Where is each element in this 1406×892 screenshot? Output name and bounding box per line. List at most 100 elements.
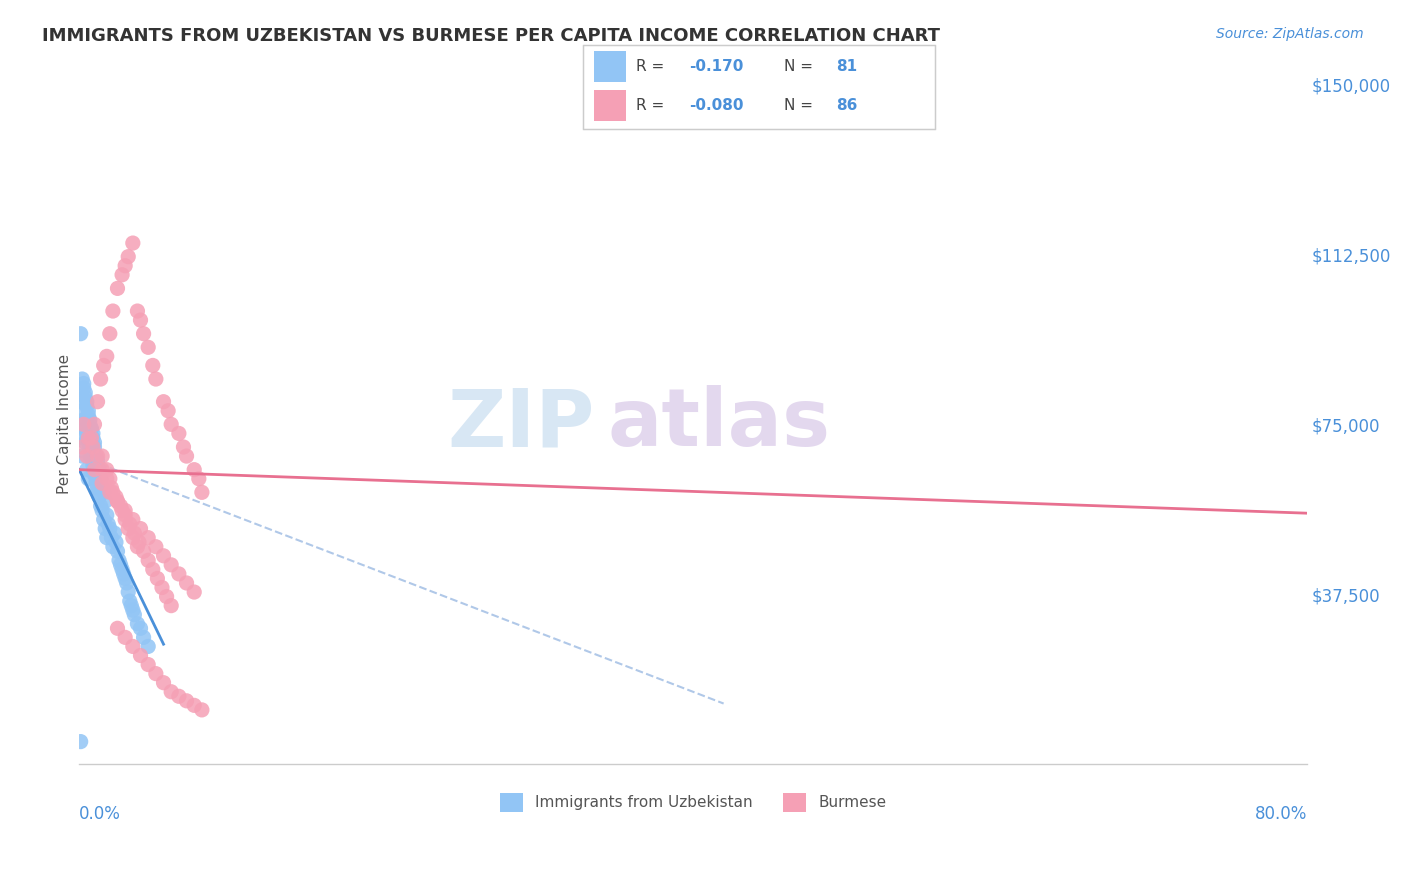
- Point: [86, 481, 108, 495]
- Point: [91, 481, 114, 495]
- Point: [132, 326, 155, 341]
- Point: [145, 666, 167, 681]
- Point: [75, 435, 97, 450]
- Point: [145, 540, 167, 554]
- Point: [160, 417, 183, 432]
- Point: [90, 372, 112, 386]
- Text: 81: 81: [837, 59, 858, 74]
- Point: [114, 571, 136, 585]
- Point: [98, 485, 121, 500]
- Point: [70, 403, 93, 417]
- Point: [77, 431, 100, 445]
- Point: [136, 340, 159, 354]
- Point: [136, 531, 159, 545]
- Point: [100, 481, 122, 495]
- Point: [86, 485, 108, 500]
- Point: [160, 599, 183, 613]
- Point: [75, 385, 97, 400]
- Point: [103, 526, 125, 541]
- Point: [118, 517, 141, 532]
- Point: [73, 413, 96, 427]
- Point: [110, 558, 132, 572]
- Point: [93, 512, 115, 526]
- Point: [107, 494, 129, 508]
- Point: [93, 359, 115, 373]
- Point: [107, 544, 129, 558]
- Point: [91, 503, 114, 517]
- Point: [104, 535, 127, 549]
- Point: [129, 313, 152, 327]
- Point: [73, 417, 96, 432]
- Point: [124, 607, 146, 622]
- Point: [90, 472, 112, 486]
- Point: [76, 426, 98, 441]
- Text: IMMIGRANTS FROM UZBEKISTAN VS BURMESE PER CAPITA INCOME CORRELATION CHART: IMMIGRANTS FROM UZBEKISTAN VS BURMESE PE…: [42, 27, 941, 45]
- Point: [176, 694, 198, 708]
- Point: [76, 449, 98, 463]
- Text: N =: N =: [785, 98, 818, 113]
- Point: [98, 472, 121, 486]
- Point: [90, 472, 112, 486]
- Point: [83, 417, 105, 432]
- Point: [80, 440, 103, 454]
- Point: [96, 472, 118, 486]
- Point: [191, 703, 214, 717]
- Point: [115, 576, 138, 591]
- Point: [80, 422, 103, 436]
- Point: [83, 467, 105, 482]
- Point: [87, 463, 110, 477]
- Point: [82, 431, 104, 445]
- Point: [124, 526, 146, 541]
- Point: [80, 449, 103, 463]
- Point: [157, 403, 180, 417]
- Point: [121, 512, 143, 526]
- Point: [82, 458, 104, 472]
- Point: [167, 690, 190, 704]
- Point: [127, 304, 149, 318]
- Point: [96, 463, 118, 477]
- Point: [82, 453, 104, 467]
- Point: [83, 467, 105, 482]
- Y-axis label: Per Capita Income: Per Capita Income: [58, 354, 72, 494]
- Point: [91, 449, 114, 463]
- Point: [83, 440, 105, 454]
- Text: Source: ZipAtlas.com: Source: ZipAtlas.com: [1216, 27, 1364, 41]
- Point: [77, 435, 100, 450]
- Point: [150, 581, 173, 595]
- Point: [96, 508, 118, 522]
- Point: [114, 259, 136, 273]
- Point: [132, 631, 155, 645]
- Point: [80, 431, 103, 445]
- Text: 80.0%: 80.0%: [1254, 805, 1306, 823]
- Point: [82, 440, 104, 454]
- Point: [93, 485, 115, 500]
- Point: [69, 394, 91, 409]
- Point: [84, 476, 107, 491]
- Point: [107, 621, 129, 635]
- Point: [127, 540, 149, 554]
- Point: [114, 503, 136, 517]
- Point: [121, 603, 143, 617]
- Point: [86, 394, 108, 409]
- Point: [183, 585, 205, 599]
- Point: [160, 558, 183, 572]
- Point: [107, 494, 129, 508]
- Point: [132, 544, 155, 558]
- Point: [120, 599, 142, 613]
- Point: [98, 326, 121, 341]
- Point: [111, 503, 134, 517]
- Text: ZIP: ZIP: [447, 385, 595, 463]
- Point: [172, 440, 194, 454]
- Point: [70, 449, 93, 463]
- Point: [79, 449, 101, 463]
- Point: [167, 426, 190, 441]
- Point: [176, 449, 198, 463]
- Point: [114, 512, 136, 526]
- Point: [160, 685, 183, 699]
- Point: [136, 553, 159, 567]
- Point: [97, 517, 120, 532]
- Point: [152, 394, 174, 409]
- Point: [79, 413, 101, 427]
- Point: [73, 376, 96, 391]
- Text: R =: R =: [637, 59, 669, 74]
